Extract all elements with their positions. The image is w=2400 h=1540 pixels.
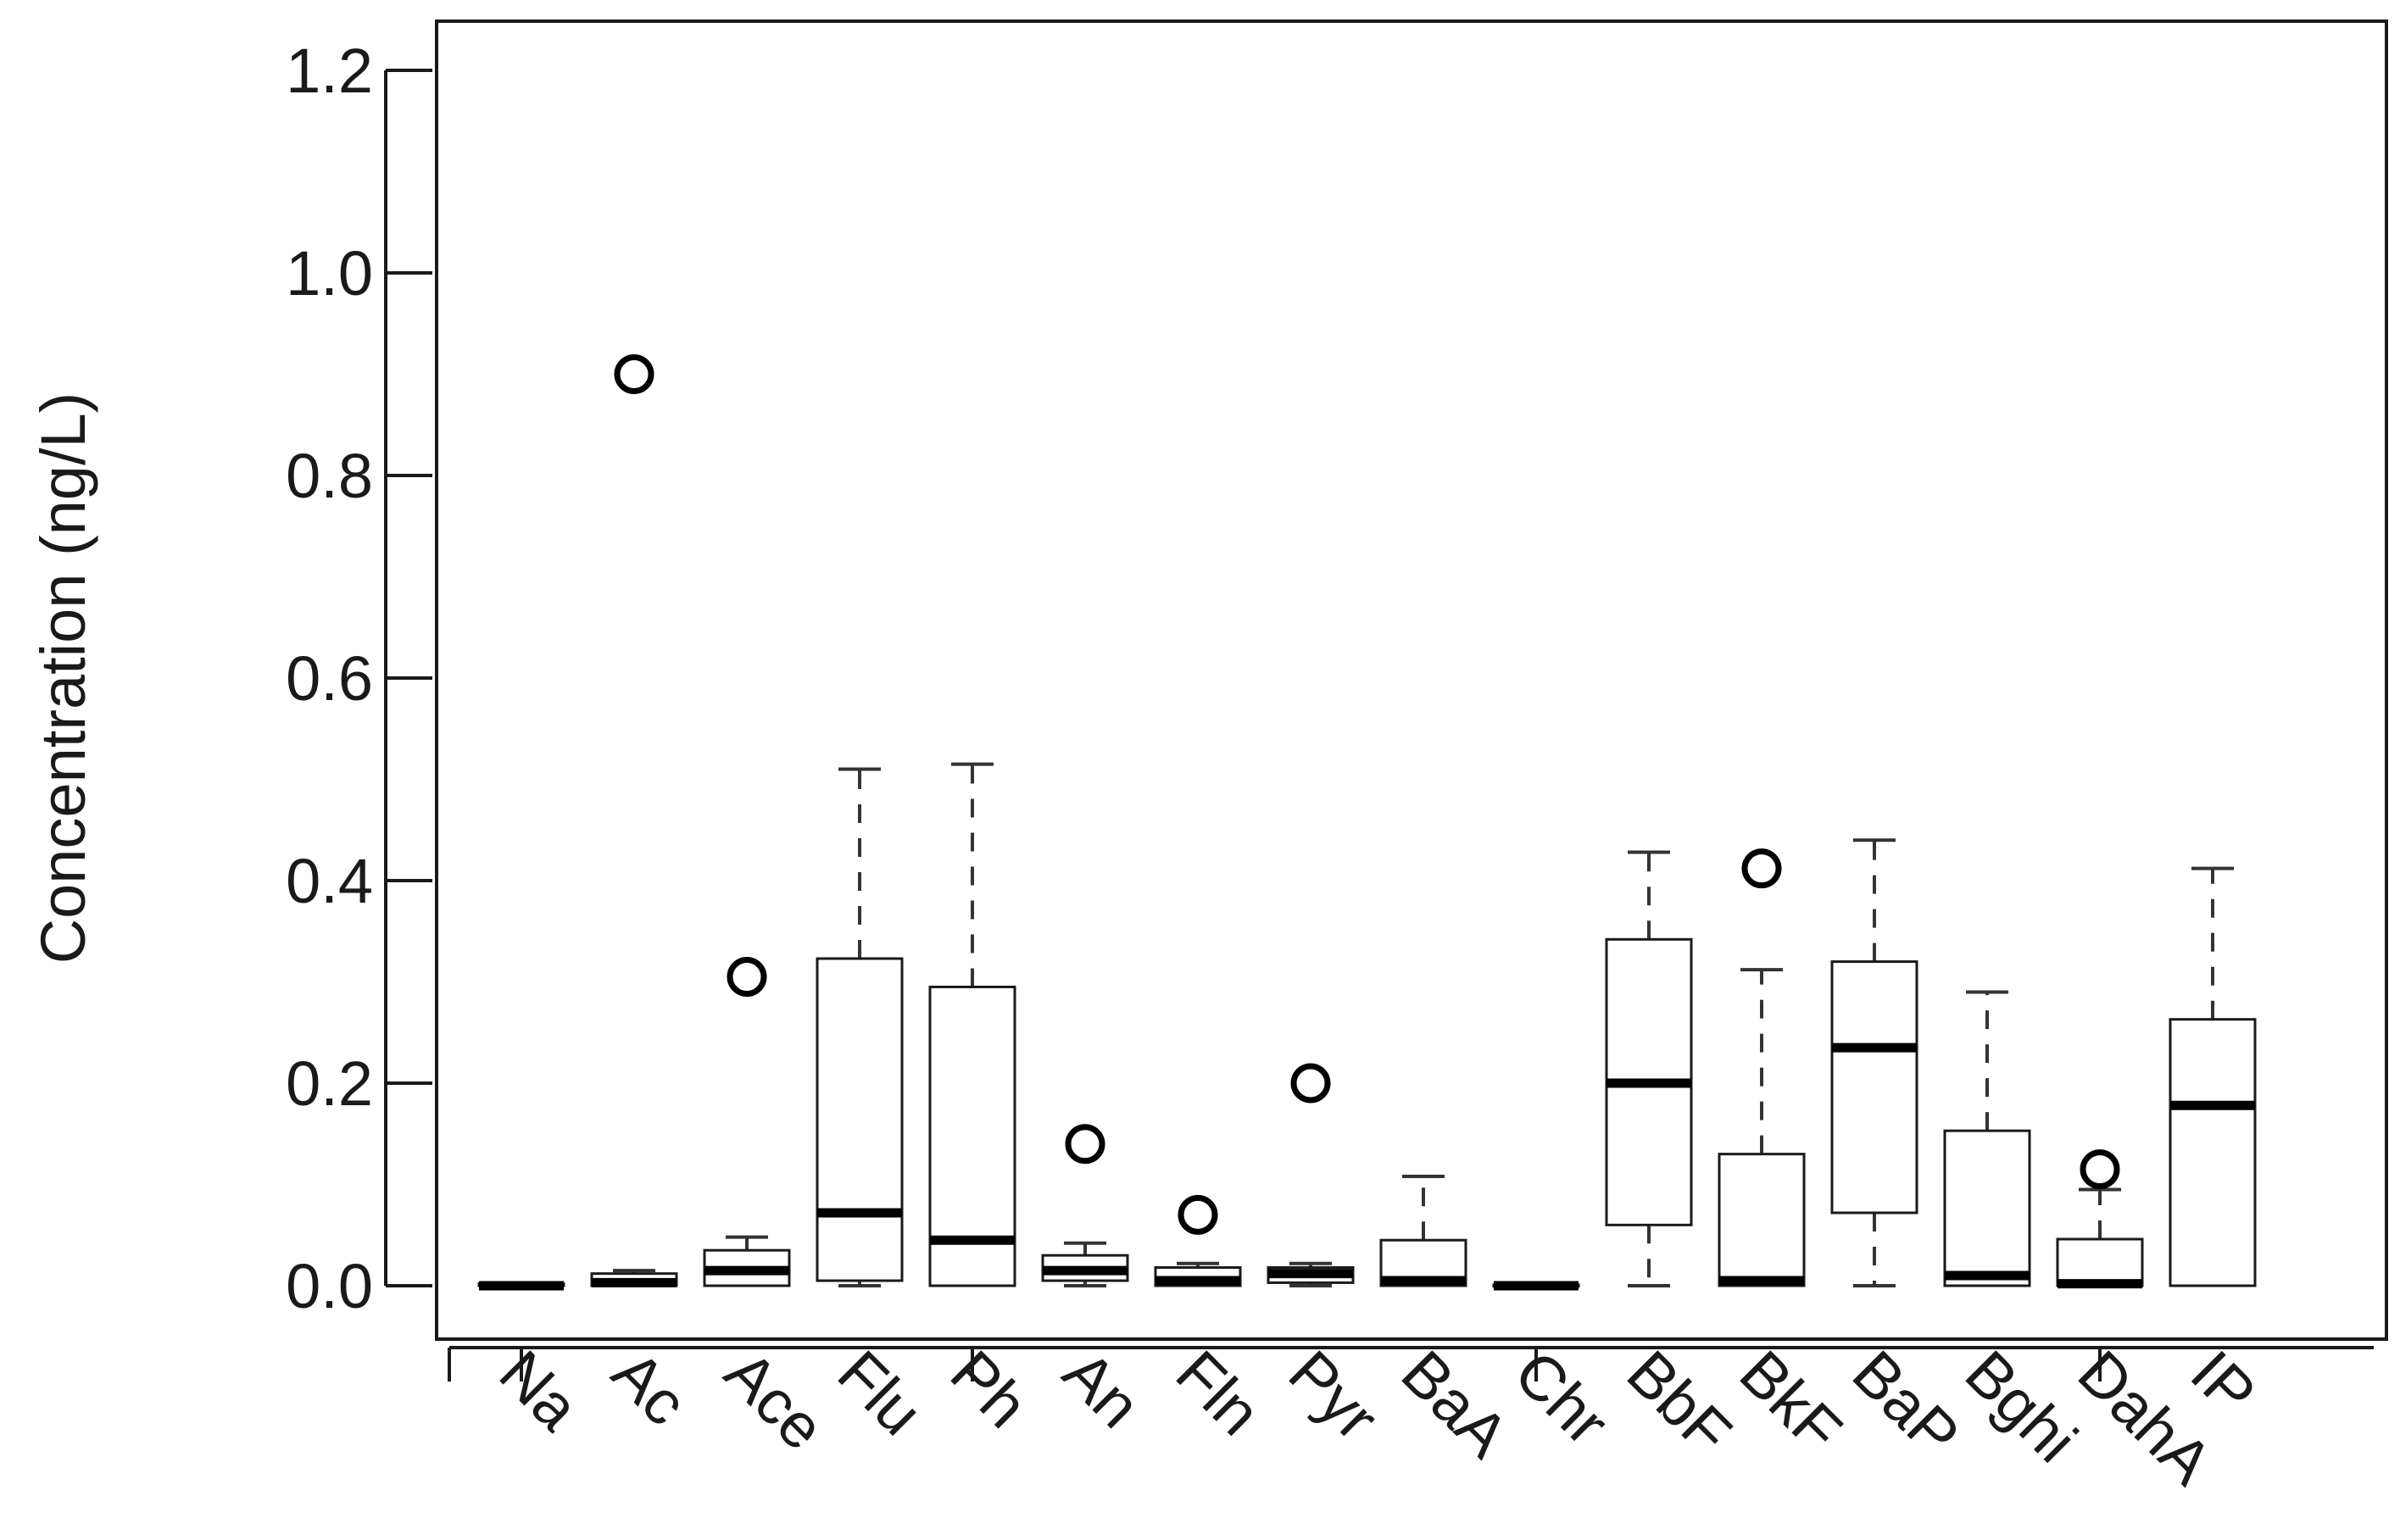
x-category-label: Ace xyxy=(712,1337,838,1464)
outlier-point xyxy=(1065,1124,1105,1165)
y-tick-label: 0.4 xyxy=(286,846,373,916)
x-category-label: Chr xyxy=(1501,1337,1623,1459)
box-baa xyxy=(1379,1174,1467,1287)
box-an xyxy=(1041,1124,1129,1287)
outlier-point xyxy=(2080,1149,2120,1190)
box-daha xyxy=(2056,1149,2144,1289)
box-rect xyxy=(1830,960,1918,1215)
box-flu xyxy=(816,767,904,1287)
x-category-label: Fln xyxy=(1163,1337,1274,1448)
box-na xyxy=(477,1281,565,1291)
y-tick-label: 0.6 xyxy=(286,643,373,714)
x-category-label: DahA xyxy=(2065,1337,2226,1498)
y-tick-label: 0.8 xyxy=(286,441,373,511)
x-category-label: Flu xyxy=(825,1337,936,1448)
x-category-label: Ac xyxy=(599,1337,701,1439)
x-category-label: BbF xyxy=(1614,1337,1746,1469)
y-tick-label: 1.2 xyxy=(286,36,373,106)
box-ac xyxy=(590,354,678,1287)
y-tick-label: 0.0 xyxy=(286,1251,373,1321)
x-category-label: Ph xyxy=(938,1337,1042,1442)
outlier-point xyxy=(1741,848,1782,889)
x-category-label: An xyxy=(1050,1337,1155,1442)
box-ip xyxy=(2169,866,2257,1287)
box-pyr xyxy=(1267,1063,1355,1287)
box-bbf xyxy=(1605,850,1693,1287)
outlier-point xyxy=(1178,1194,1218,1235)
box-fln xyxy=(1154,1194,1242,1287)
box-ph xyxy=(928,762,1016,1287)
box-rect xyxy=(1943,1129,2031,1287)
box-chr xyxy=(1492,1281,1580,1291)
x-category-label: Bghi xyxy=(1952,1337,2091,1476)
x-category-label: BaP xyxy=(1840,1337,1974,1471)
outlier-point xyxy=(614,354,654,394)
outlier-point xyxy=(727,957,767,998)
x-category-label: BaA xyxy=(1389,1337,1523,1471)
box-rect xyxy=(2056,1237,2144,1287)
outlier-point xyxy=(1290,1063,1331,1104)
box-rect xyxy=(816,957,904,1282)
box-rect xyxy=(2169,1018,2257,1287)
x-category-label: BkF xyxy=(1727,1337,1856,1466)
plot-frame xyxy=(435,19,2388,1341)
box-ace xyxy=(703,957,791,1287)
y-tick-label: 0.2 xyxy=(286,1048,373,1119)
box-bap xyxy=(1830,838,1918,1287)
x-category-label: Pyr xyxy=(1276,1337,1392,1454)
x-category-label: Na xyxy=(487,1337,593,1444)
box-bkf xyxy=(1718,848,1806,1287)
y-axis: 0.0 0.2 0.4 0.6 0.8 1.0 1.2 xyxy=(286,36,432,1321)
y-tick-label: 1.0 xyxy=(286,238,373,309)
y-axis-title: Concentration (ng/L) xyxy=(28,392,98,965)
box-rect xyxy=(1718,1153,1806,1287)
boxes-group xyxy=(477,354,2257,1291)
box-bghi xyxy=(1943,990,2031,1287)
x-axis xyxy=(448,1346,2374,1382)
